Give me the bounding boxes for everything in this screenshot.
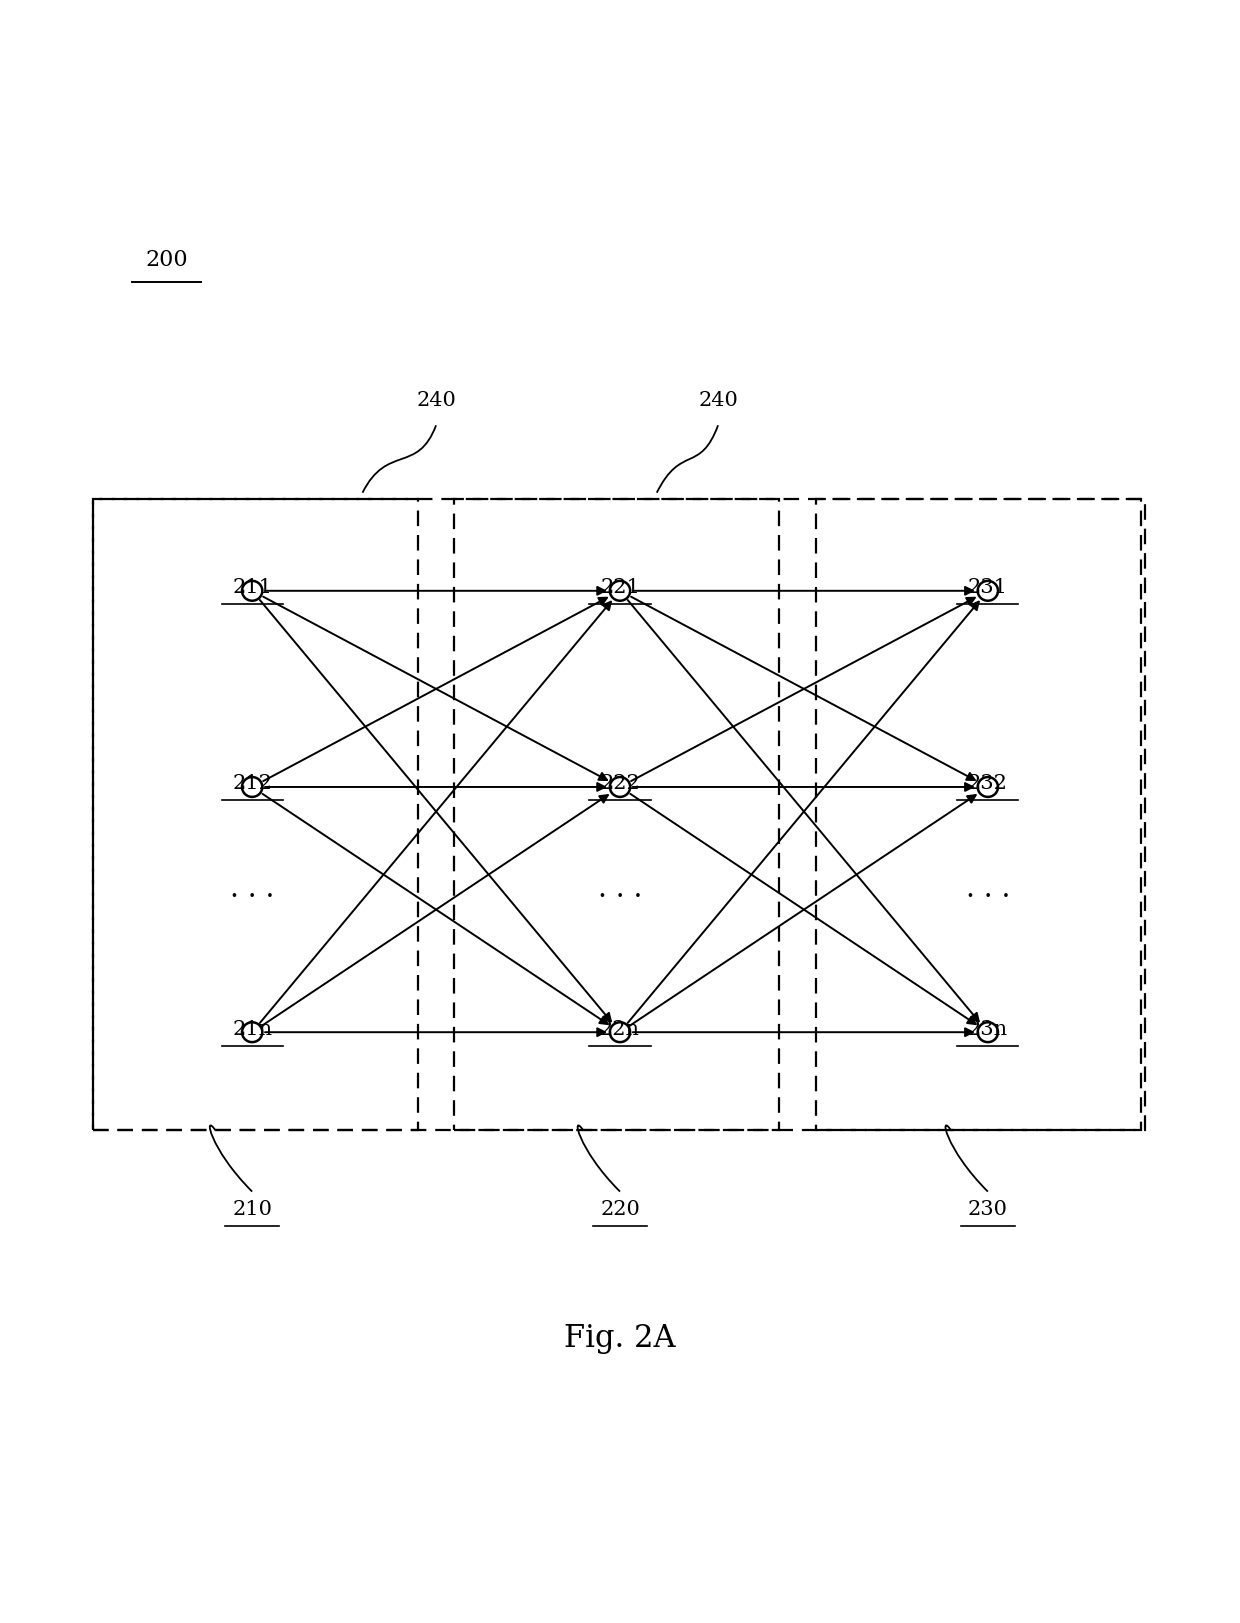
Text: 232: 232 [968,774,1008,794]
Text: 22n: 22n [600,1019,640,1039]
Text: 211: 211 [232,578,272,597]
Text: 21n: 21n [232,1019,273,1039]
Text: 221: 221 [600,578,640,597]
Ellipse shape [610,1022,630,1042]
Text: 231: 231 [968,578,1008,597]
Text: Fig. 2A: Fig. 2A [564,1323,676,1354]
Text: 23n: 23n [967,1019,1008,1039]
Text: · · ·: · · · [598,885,642,911]
Text: 240: 240 [417,391,456,411]
Ellipse shape [242,1022,263,1042]
Ellipse shape [242,581,263,601]
Bar [455,498,780,1130]
Text: 222: 222 [600,774,640,794]
Text: 212: 212 [232,774,272,794]
Text: 200: 200 [145,248,187,271]
Text: 230: 230 [968,1201,1008,1219]
Bar [93,498,1145,1130]
Ellipse shape [610,777,630,797]
Text: 210: 210 [232,1201,272,1219]
Text: · · ·: · · · [966,885,1011,911]
Ellipse shape [242,777,263,797]
Ellipse shape [977,581,998,601]
Ellipse shape [977,1022,998,1042]
Text: · · ·: · · · [229,885,274,911]
Text: 220: 220 [600,1201,640,1219]
Ellipse shape [610,581,630,601]
Ellipse shape [977,777,998,797]
Bar [93,498,418,1130]
Bar [816,498,1141,1130]
Text: 240: 240 [698,391,738,411]
